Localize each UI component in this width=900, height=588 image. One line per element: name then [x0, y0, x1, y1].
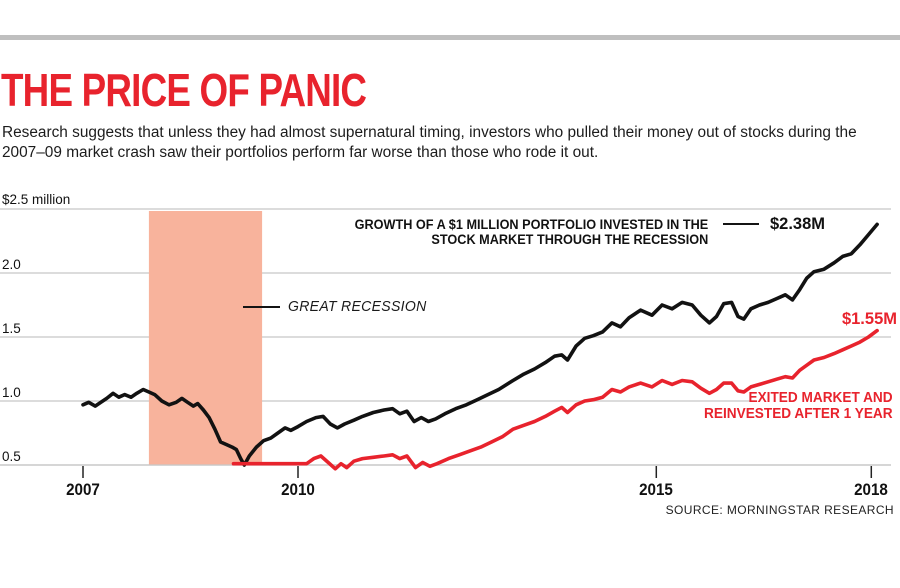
annotation-exited-series: EXITED MARKET AND REINVESTED AFTER 1 YEA… [704, 390, 893, 422]
annotation-invested-line-2: STOCK MARKET THROUGH THE RECESSION [431, 232, 708, 247]
x-axis-label-2010: 2010 [281, 481, 315, 499]
y-axis-label-2-0: 2.0 [2, 257, 21, 272]
great-recession-band [148, 211, 263, 465]
y-axis-label-0-5: 0.5 [2, 449, 21, 464]
x-axis-label-2007: 2007 [66, 481, 100, 499]
series-line-invested [81, 222, 879, 467]
annotation-invested-series: GROWTH OF A $1 MILLION PORTFOLIO INVESTE… [354, 217, 708, 247]
annotation-invested-line-1: GROWTH OF A $1 MILLION PORTFOLIO INVESTE… [354, 217, 708, 232]
end-value-label-invested: $2.38M [770, 215, 826, 233]
y-axis-label-2-5-million: $2.5 million [2, 192, 71, 207]
page-subtitle: Research suggests that unless they had a… [2, 124, 857, 162]
top-divider-bar [0, 35, 900, 40]
annotation-exited-line-1: EXITED MARKET AND [748, 390, 893, 406]
x-axis-label-2015: 2015 [639, 481, 673, 499]
x-axis-label-2018: 2018 [854, 481, 888, 499]
page-title: THE PRICE OF PANIC [1, 64, 367, 116]
end-value-label-exited: $1.55M [841, 310, 897, 328]
y-axis-label-1-0: 1.0 [2, 385, 21, 400]
series-line-exited [231, 328, 879, 471]
source-credit: SOURCE: MORNINGSTAR RESEARCH [665, 503, 894, 517]
recession-annotation-connector-line [243, 306, 280, 308]
invested-annotation-connector-line [723, 223, 759, 225]
y-axis-label-1-5: 1.5 [2, 321, 21, 336]
annotation-exited-line-2: REINVESTED AFTER 1 YEAR [704, 405, 893, 422]
annotation-great-recession: GREAT RECESSION [288, 299, 427, 315]
